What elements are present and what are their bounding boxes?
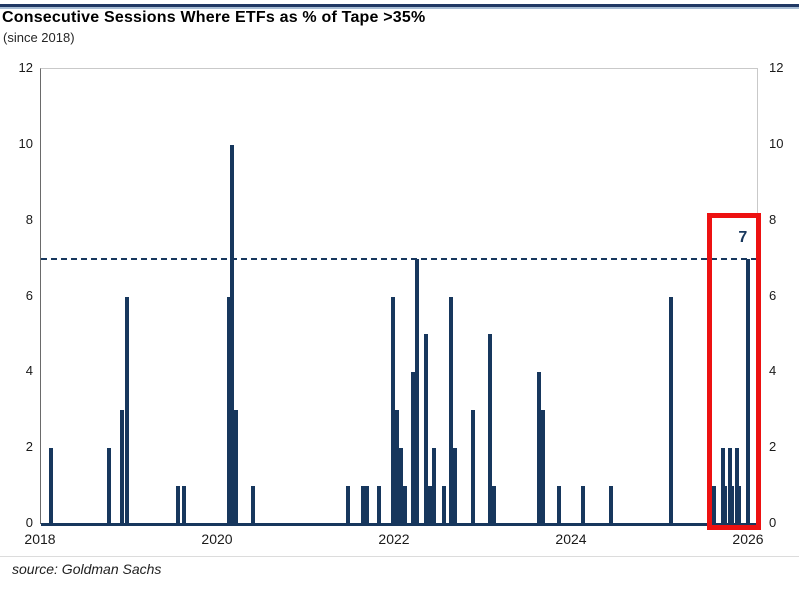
- threshold-line: [41, 257, 757, 260]
- bar: [394, 410, 399, 524]
- bar: [391, 296, 396, 524]
- source-note: source: Goldman Sachs: [12, 561, 162, 577]
- bar: [120, 410, 125, 524]
- top-rule-dark: [0, 4, 799, 7]
- bar: [107, 448, 112, 524]
- footer-divider: [0, 556, 799, 557]
- bar: [230, 144, 235, 524]
- bar: [377, 486, 382, 524]
- y-tick-label-left: 6: [25, 287, 33, 303]
- bar: [727, 448, 732, 524]
- bar: [720, 448, 725, 524]
- bar: [556, 486, 561, 524]
- bar: [226, 296, 231, 524]
- bar: [470, 410, 475, 524]
- bar: [124, 296, 129, 524]
- x-axis-line: [41, 523, 757, 526]
- chart-title: Consecutive Sessions Where ETFs as % of …: [2, 9, 426, 26]
- bar: [441, 486, 446, 524]
- y-tick-label-right: 12: [769, 60, 784, 75]
- y-tick-label-left: 10: [18, 135, 33, 151]
- x-tick-label: 2022: [378, 531, 410, 547]
- bar: [580, 486, 585, 524]
- bar: [730, 486, 735, 524]
- bar: [723, 486, 728, 524]
- bar: [402, 486, 407, 524]
- y-tick-label-left: 0: [25, 515, 33, 530]
- y-tick-label-left: 12: [18, 60, 33, 75]
- y-tick-label-right: 6: [769, 287, 777, 303]
- bar: [364, 486, 369, 524]
- plot-area: 7: [40, 68, 761, 530]
- y-tick-label-right: 8: [769, 211, 777, 227]
- y-tick-label-right: 4: [769, 363, 777, 379]
- bar: [346, 486, 351, 524]
- bar: [669, 296, 674, 524]
- bar: [399, 448, 404, 524]
- bar: [540, 410, 545, 524]
- x-tick-label: 2026: [732, 531, 764, 547]
- highlight-box: [706, 213, 761, 530]
- bar: [181, 486, 186, 524]
- bar: [428, 486, 433, 524]
- bar: [737, 486, 742, 524]
- bar: [734, 448, 739, 524]
- y-tick-label-left: 8: [25, 211, 33, 227]
- bar: [415, 258, 420, 524]
- bar: [176, 486, 181, 524]
- x-tick-label: 2024: [555, 531, 587, 547]
- bar: [233, 410, 238, 524]
- bar: [48, 448, 53, 524]
- y-tick-label-left: 4: [25, 363, 33, 379]
- bar: [711, 486, 716, 524]
- bar: [424, 334, 428, 524]
- y-tick-label-left: 2: [25, 439, 33, 455]
- bar: [410, 372, 415, 524]
- bar: [746, 258, 751, 524]
- y-tick-label-right: 10: [769, 135, 784, 151]
- bar: [448, 296, 453, 524]
- y-tick-label-right: 2: [769, 439, 777, 455]
- bar: [251, 486, 256, 524]
- peak-annotation: 7: [738, 228, 748, 246]
- bar: [487, 334, 492, 524]
- x-tick-label: 2020: [201, 531, 233, 547]
- bar: [492, 486, 497, 524]
- bar: [432, 448, 436, 524]
- y-tick-label-right: 0: [769, 515, 777, 530]
- top-rule-light: [0, 7, 799, 9]
- bar: [609, 486, 613, 524]
- bar: [361, 486, 366, 524]
- x-tick-label: 2018: [24, 531, 56, 547]
- bar: [453, 448, 458, 524]
- bars-layer: [41, 69, 757, 524]
- bar: [537, 372, 542, 524]
- chart-subtitle: (since 2018): [3, 30, 75, 45]
